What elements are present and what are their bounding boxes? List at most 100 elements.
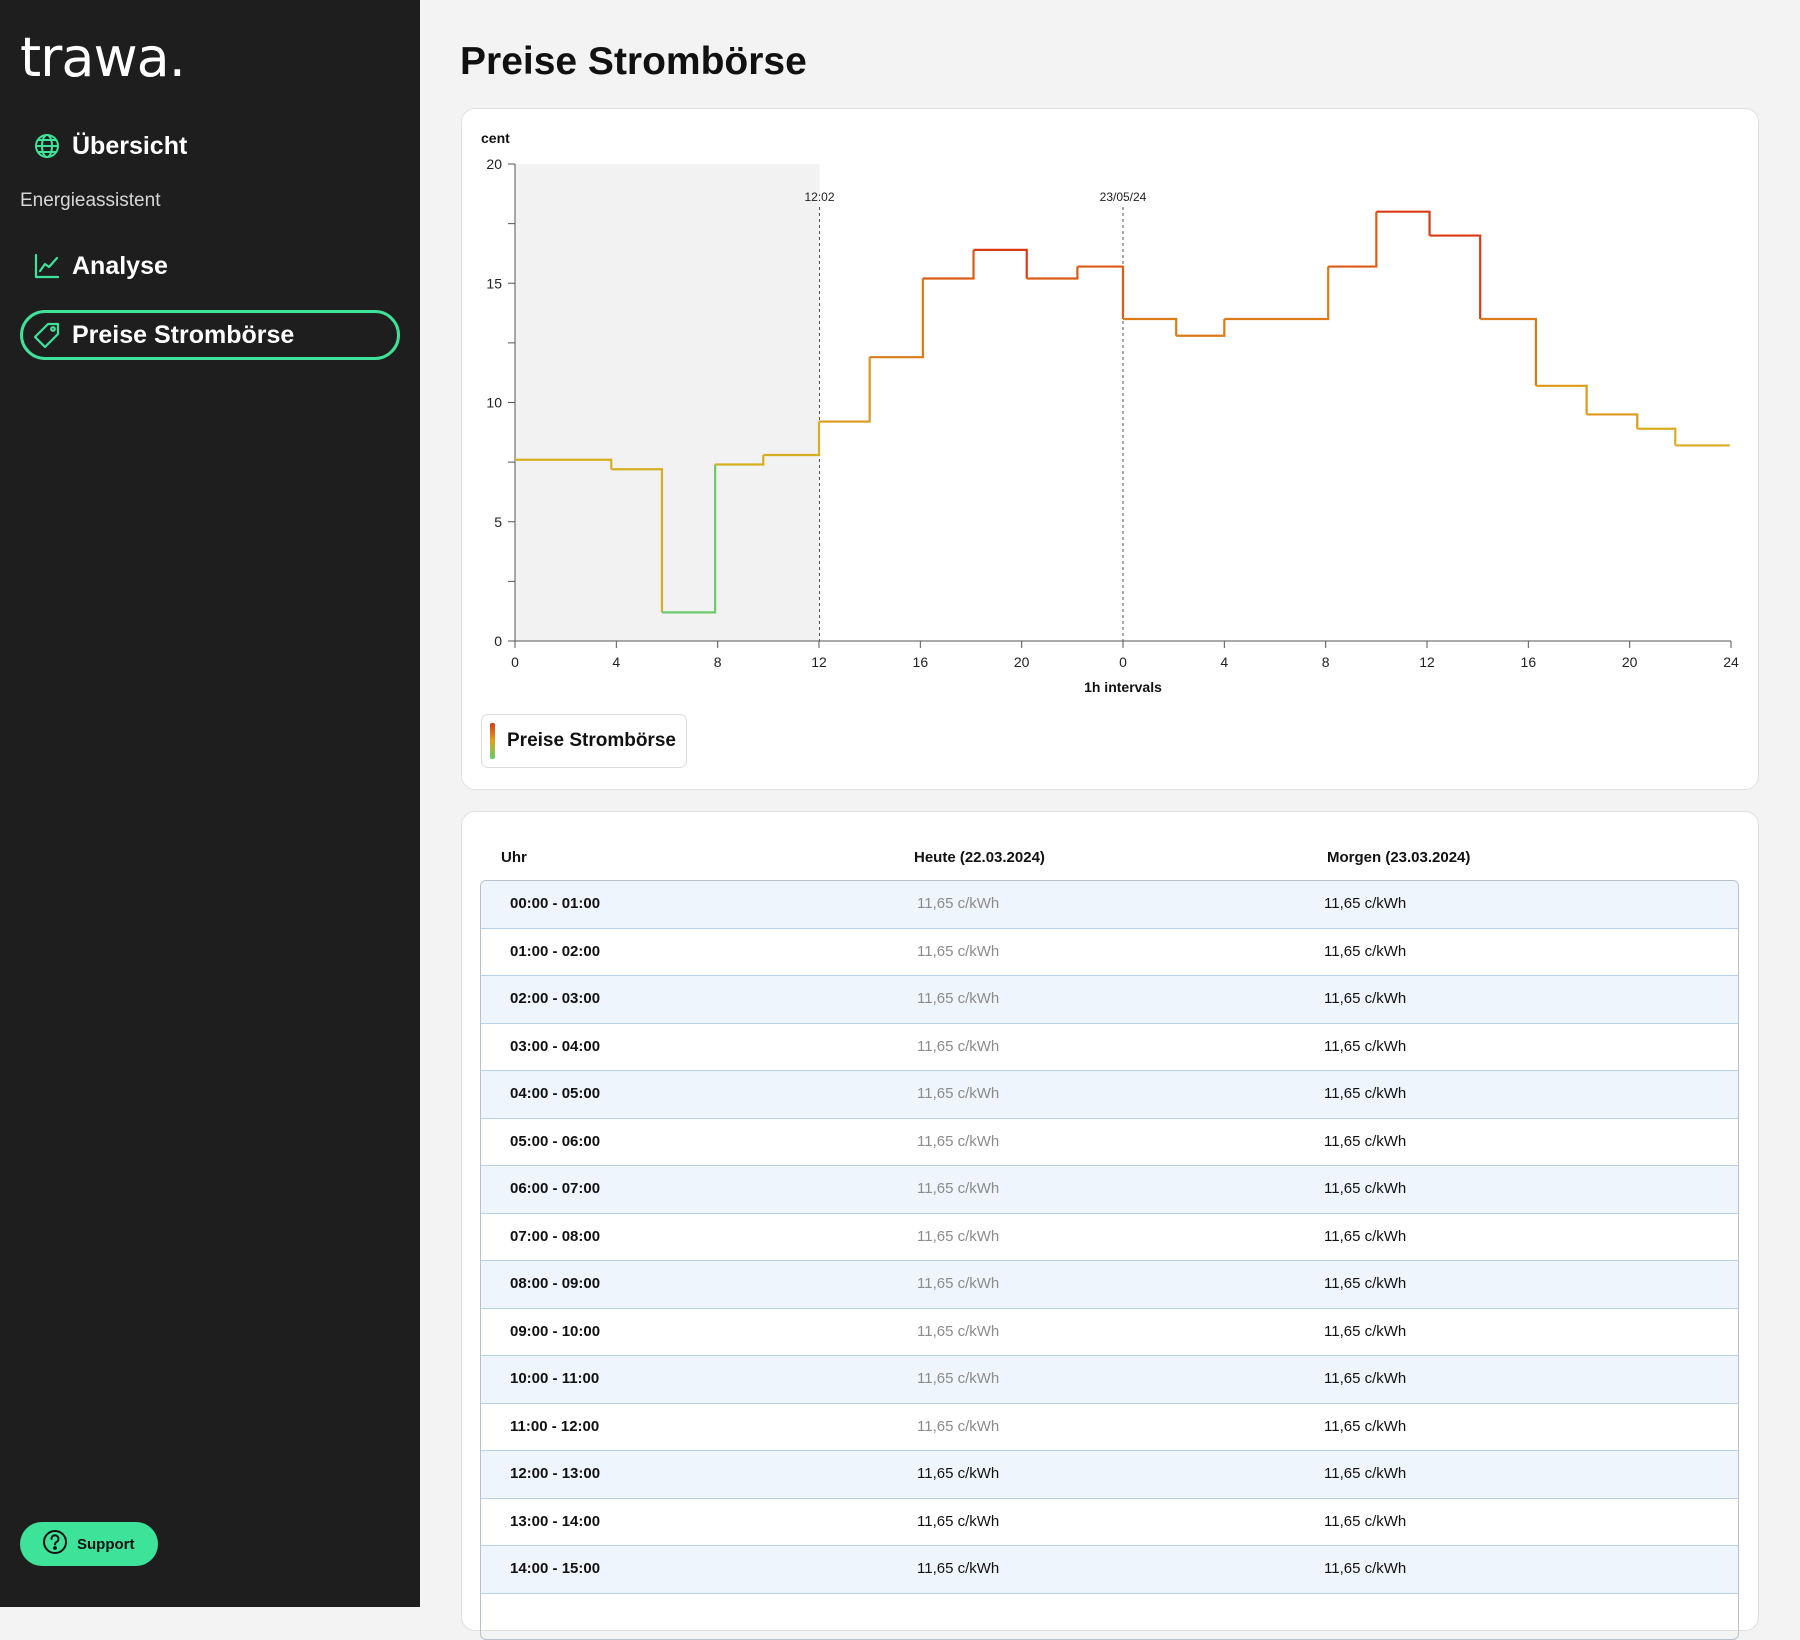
time-cell: 07:00 - 08:00 [510,1227,601,1245]
tomorrow-price-cell: 11,65 c/kWh [1324,1085,1407,1102]
time-cell: 04:00 - 05:00 [510,1085,601,1102]
price-step-segment [1637,427,1677,446]
price-step-segment [1224,266,1330,321]
today-price-cell: 11,65 c/kWh [917,1370,1000,1387]
tomorrow-price-cell: 11,65 c/kWh [1324,895,1407,912]
column-header-morgen[interactable]: Morgen (23.03.2024) [1327,849,1471,866]
sidebar-item-analyse[interactable]: Analyse [20,241,400,291]
tomorrow-price-cell: 11,65 c/kWh [1324,1227,1407,1245]
x-tick-label: 24 [1723,654,1739,670]
price-step-segment [922,249,975,280]
sidebar-item-label: Übersicht [72,131,188,160]
y-tick-label: 0 [494,633,502,649]
x-tick-label: 20 [1622,654,1638,670]
x-tick-label: 4 [612,654,620,670]
tomorrow-price-cell: 11,65 c/kWh [1324,1037,1407,1055]
y-tick-label: 20 [486,156,502,172]
today-price-cell: 11,65 c/kWh [917,1512,1000,1530]
table-row[interactable]: 02:00 - 03:00 11,65 c/kWh 11,65 c/kWh [481,976,1738,1024]
table-row[interactable]: 03:00 - 04:00 11,65 c/kWh 11,65 c/kWh [481,1024,1738,1071]
today-price-cell: 11,65 c/kWh [917,1180,1000,1197]
price-step-segment [819,357,871,423]
price-step-segment [1077,265,1125,320]
sidebar-item-uebersicht[interactable]: Übersicht [20,121,400,171]
today-price-cell: 11,65 c/kWh [917,1275,1000,1292]
price-step-segment [611,468,664,613]
x-tick-label: 12 [811,654,827,670]
tomorrow-price-cell: 11,65 c/kWh [1324,990,1407,1007]
x-axis-label: 1h intervals [1084,679,1162,695]
tomorrow-price-cell: 11,65 c/kWh [1324,1417,1407,1435]
table-body[interactable]: 00:00 - 01:00 11,65 c/kWh 11,65 c/kWh 01:00… [480,880,1739,1640]
price-step-segment [973,248,1028,279]
time-cell: 01:00 - 02:00 [510,942,601,960]
today-price-cell: 11,65 c/kWh [917,1037,1000,1055]
chart-legend[interactable]: Preise Strombörse [481,714,687,768]
sidebar-item-preise-stromboerse[interactable]: Preise Strombörse [20,310,400,360]
table-row[interactable]: 14:00 - 15:00 11,65 c/kWh 11,65 c/kWh [481,1546,1738,1594]
column-header-uhr[interactable]: Uhr [501,849,527,866]
help-icon [42,1529,68,1560]
price-tag-icon [32,320,62,350]
x-tick-label: 16 [913,654,929,670]
chart-card: cent 0 5 10 15 20 0 4 8 12 16 20 0 4 8 12 16 20 24 1h inter… [461,108,1759,790]
time-cell: 10:00 - 11:00 [510,1370,600,1387]
time-cell: 03:00 - 04:00 [510,1037,601,1055]
marker-label: 23/05/24 [1100,190,1147,204]
y-tick-label: 10 [486,395,502,411]
tomorrow-price-cell: 11,65 c/kWh [1324,1322,1407,1340]
column-header-heute[interactable]: Heute (22.03.2024) [914,849,1045,866]
tomorrow-price-cell: 11,65 c/kWh [1324,942,1407,960]
x-tick-label: 0 [511,654,519,670]
today-price-cell: 11,65 c/kWh [917,1322,1000,1340]
table-row[interactable]: 09:00 - 10:00 11,65 c/kWh 11,65 c/kWh [481,1309,1738,1356]
table-row[interactable]: 12:00 - 13:00 11,65 c/kWh 11,65 c/kWh [481,1451,1738,1499]
y-tick-label: 5 [494,514,502,530]
table-row[interactable]: 08:00 - 09:00 11,65 c/kWh 11,65 c/kWh [481,1261,1738,1309]
price-step-segment [715,454,765,466]
price-table-card: Uhr Heute (22.03.2024) Morgen (23.03.202… [461,811,1759,1640]
table-row[interactable]: 01:00 - 02:00 11,65 c/kWh 11,65 c/kWh [481,929,1738,976]
trawa-logo[interactable]: trawa. [20,26,186,89]
price-step-segment [763,421,821,457]
table-row[interactable]: 00:00 - 01:00 11,65 c/kWh 11,65 c/kWh [481,881,1738,929]
today-price-cell: 11,65 c/kWh [917,895,1000,912]
sidebar-item-label: Preise Strombörse [72,320,295,349]
price-step-segment [1376,210,1431,236]
today-price-cell: 11,65 c/kWh [917,1465,1000,1482]
table-row[interactable]: 07:00 - 08:00 11,65 c/kWh 11,65 c/kWh [481,1214,1738,1261]
today-price-cell: 11,65 c/kWh [917,1085,1000,1102]
time-cell: 08:00 - 09:00 [510,1275,601,1292]
table-row[interactable]: 13:00 - 14:00 11,65 c/kWh 11,65 c/kWh [481,1499,1738,1546]
y-tick-label: 15 [486,275,502,291]
time-cell: 12:00 - 13:00 [510,1465,601,1482]
legend-label: Preise Strombörse [507,730,676,751]
price-step-segment [1026,266,1079,280]
time-cell: 14:00 - 15:00 [510,1560,601,1577]
x-tick-label: 20 [1014,654,1030,670]
support-button[interactable]: Support [20,1522,158,1566]
price-step-segment [1123,317,1178,336]
today-price-cell: 11,65 c/kWh [917,942,1000,960]
table-row[interactable]: 10:00 - 11:00 11,65 c/kWh 11,65 c/kWh [481,1356,1738,1404]
table-row[interactable]: 04:00 - 05:00 11,65 c/kWh 11,65 c/kWh [481,1071,1738,1119]
tomorrow-price-cell: 11,65 c/kWh [1324,1560,1407,1577]
y-axis-label: cent [481,130,510,146]
table-row[interactable]: 06:00 - 07:00 11,65 c/kWh 11,65 c/kWh [481,1166,1738,1214]
page-title: Preise Strombörse [460,40,807,83]
sidebar: trawa. Übersicht Energieassistent Analys… [0,0,420,1607]
chart-line-icon [32,251,62,281]
table-row[interactable]: 11:00 - 12:00 11,65 c/kWh 11,65 c/kWh [481,1404,1738,1451]
tomorrow-price-cell: 11,65 c/kWh [1324,1465,1407,1482]
table-row[interactable]: 05:00 - 06:00 11,65 c/kWh 11,65 c/kWh [481,1119,1738,1166]
price-chart: cent 0 5 10 15 20 0 4 8 12 16 20 0 4 8 12 16 20 24 1h inter… [481,130,1739,695]
x-tick-label: 16 [1521,654,1537,670]
today-price-cell: 11,65 c/kWh [917,1132,1000,1150]
price-step-segment [1328,211,1378,268]
table-header: Uhr Heute (22.03.2024) Morgen (23.03.202… [462,840,1758,880]
time-cell: 00:00 - 01:00 [510,895,601,912]
time-cell: 06:00 - 07:00 [510,1180,601,1197]
price-step-segment [661,464,717,614]
past-region-shade [515,164,820,641]
time-cell: 13:00 - 14:00 [510,1512,601,1530]
